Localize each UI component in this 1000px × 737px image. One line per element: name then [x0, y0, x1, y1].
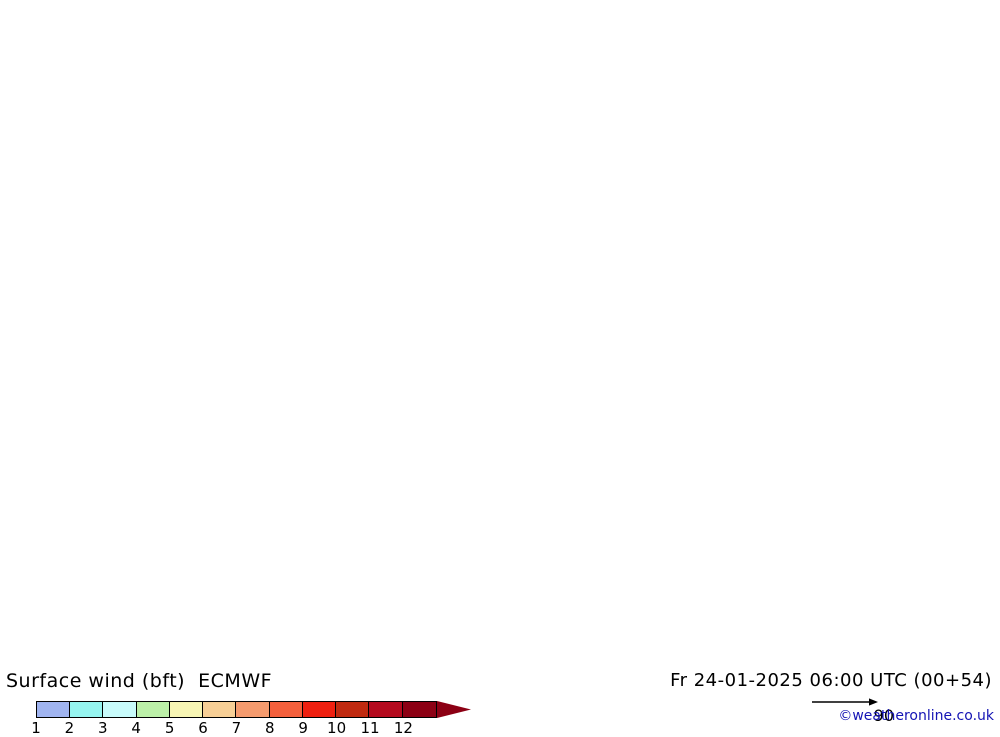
colorbar-tick-8: 8	[265, 719, 275, 737]
colorbar-segment-2[interactable]	[70, 702, 104, 717]
colorbar-tick-9: 9	[298, 719, 308, 737]
colorbar-segment-11[interactable]	[369, 702, 403, 717]
colorbar-tick-12: 12	[393, 719, 413, 737]
colorbar-segment-12[interactable]	[402, 702, 436, 717]
colorbar-tick-labels: 1 2 3 4 5 6 7 8 9 10 11 12	[31, 719, 471, 737]
colorbar-tick-4: 4	[131, 719, 141, 737]
wind-arrow-layer	[0, 0, 1000, 666]
wind-scale-arrow	[812, 698, 878, 706]
colorbar-tick-7: 7	[231, 719, 242, 737]
colorbar-segments[interactable]	[36, 701, 437, 718]
colorbar-segment-1[interactable]	[37, 702, 71, 717]
colorbar-tick-10: 10	[327, 719, 347, 737]
colorbar-tick-6: 6	[198, 719, 208, 737]
colorbar-segment-9[interactable]	[302, 702, 337, 717]
colorbar-tick-1: 1	[31, 719, 41, 737]
map-footer: Surface wind (bft) ECMWF Fr 24-01-2025 0…	[0, 666, 1000, 737]
page-title: Surface wind (bft) ECMWF	[6, 670, 273, 692]
colorbar-tick-5: 5	[164, 719, 175, 737]
colorbar-segment-10[interactable]	[336, 702, 370, 717]
colorbar-segment-4[interactable]	[136, 702, 170, 717]
copyright-label: ©weatheronline.co.uk	[838, 708, 994, 724]
colorbar-tick-3: 3	[98, 719, 108, 737]
colorbar-tick-11: 11	[360, 719, 380, 737]
colorbar-segment-6[interactable]	[203, 702, 237, 717]
wind-scale-value: 90	[873, 706, 894, 725]
colorbar-tick-2: 2	[64, 719, 75, 737]
colorbar-overflow-arrow	[436, 701, 471, 718]
colorbar-segment-7[interactable]	[236, 702, 270, 717]
colorbar-segment-8[interactable]	[269, 702, 303, 717]
colorbar-segment-5[interactable]	[169, 702, 204, 717]
weather-map[interactable]	[0, 0, 1000, 666]
valid-time-label: Fr 24-01-2025 06:00 UTC (00+54)	[670, 670, 992, 691]
colorbar-segment-3[interactable]	[103, 702, 137, 717]
